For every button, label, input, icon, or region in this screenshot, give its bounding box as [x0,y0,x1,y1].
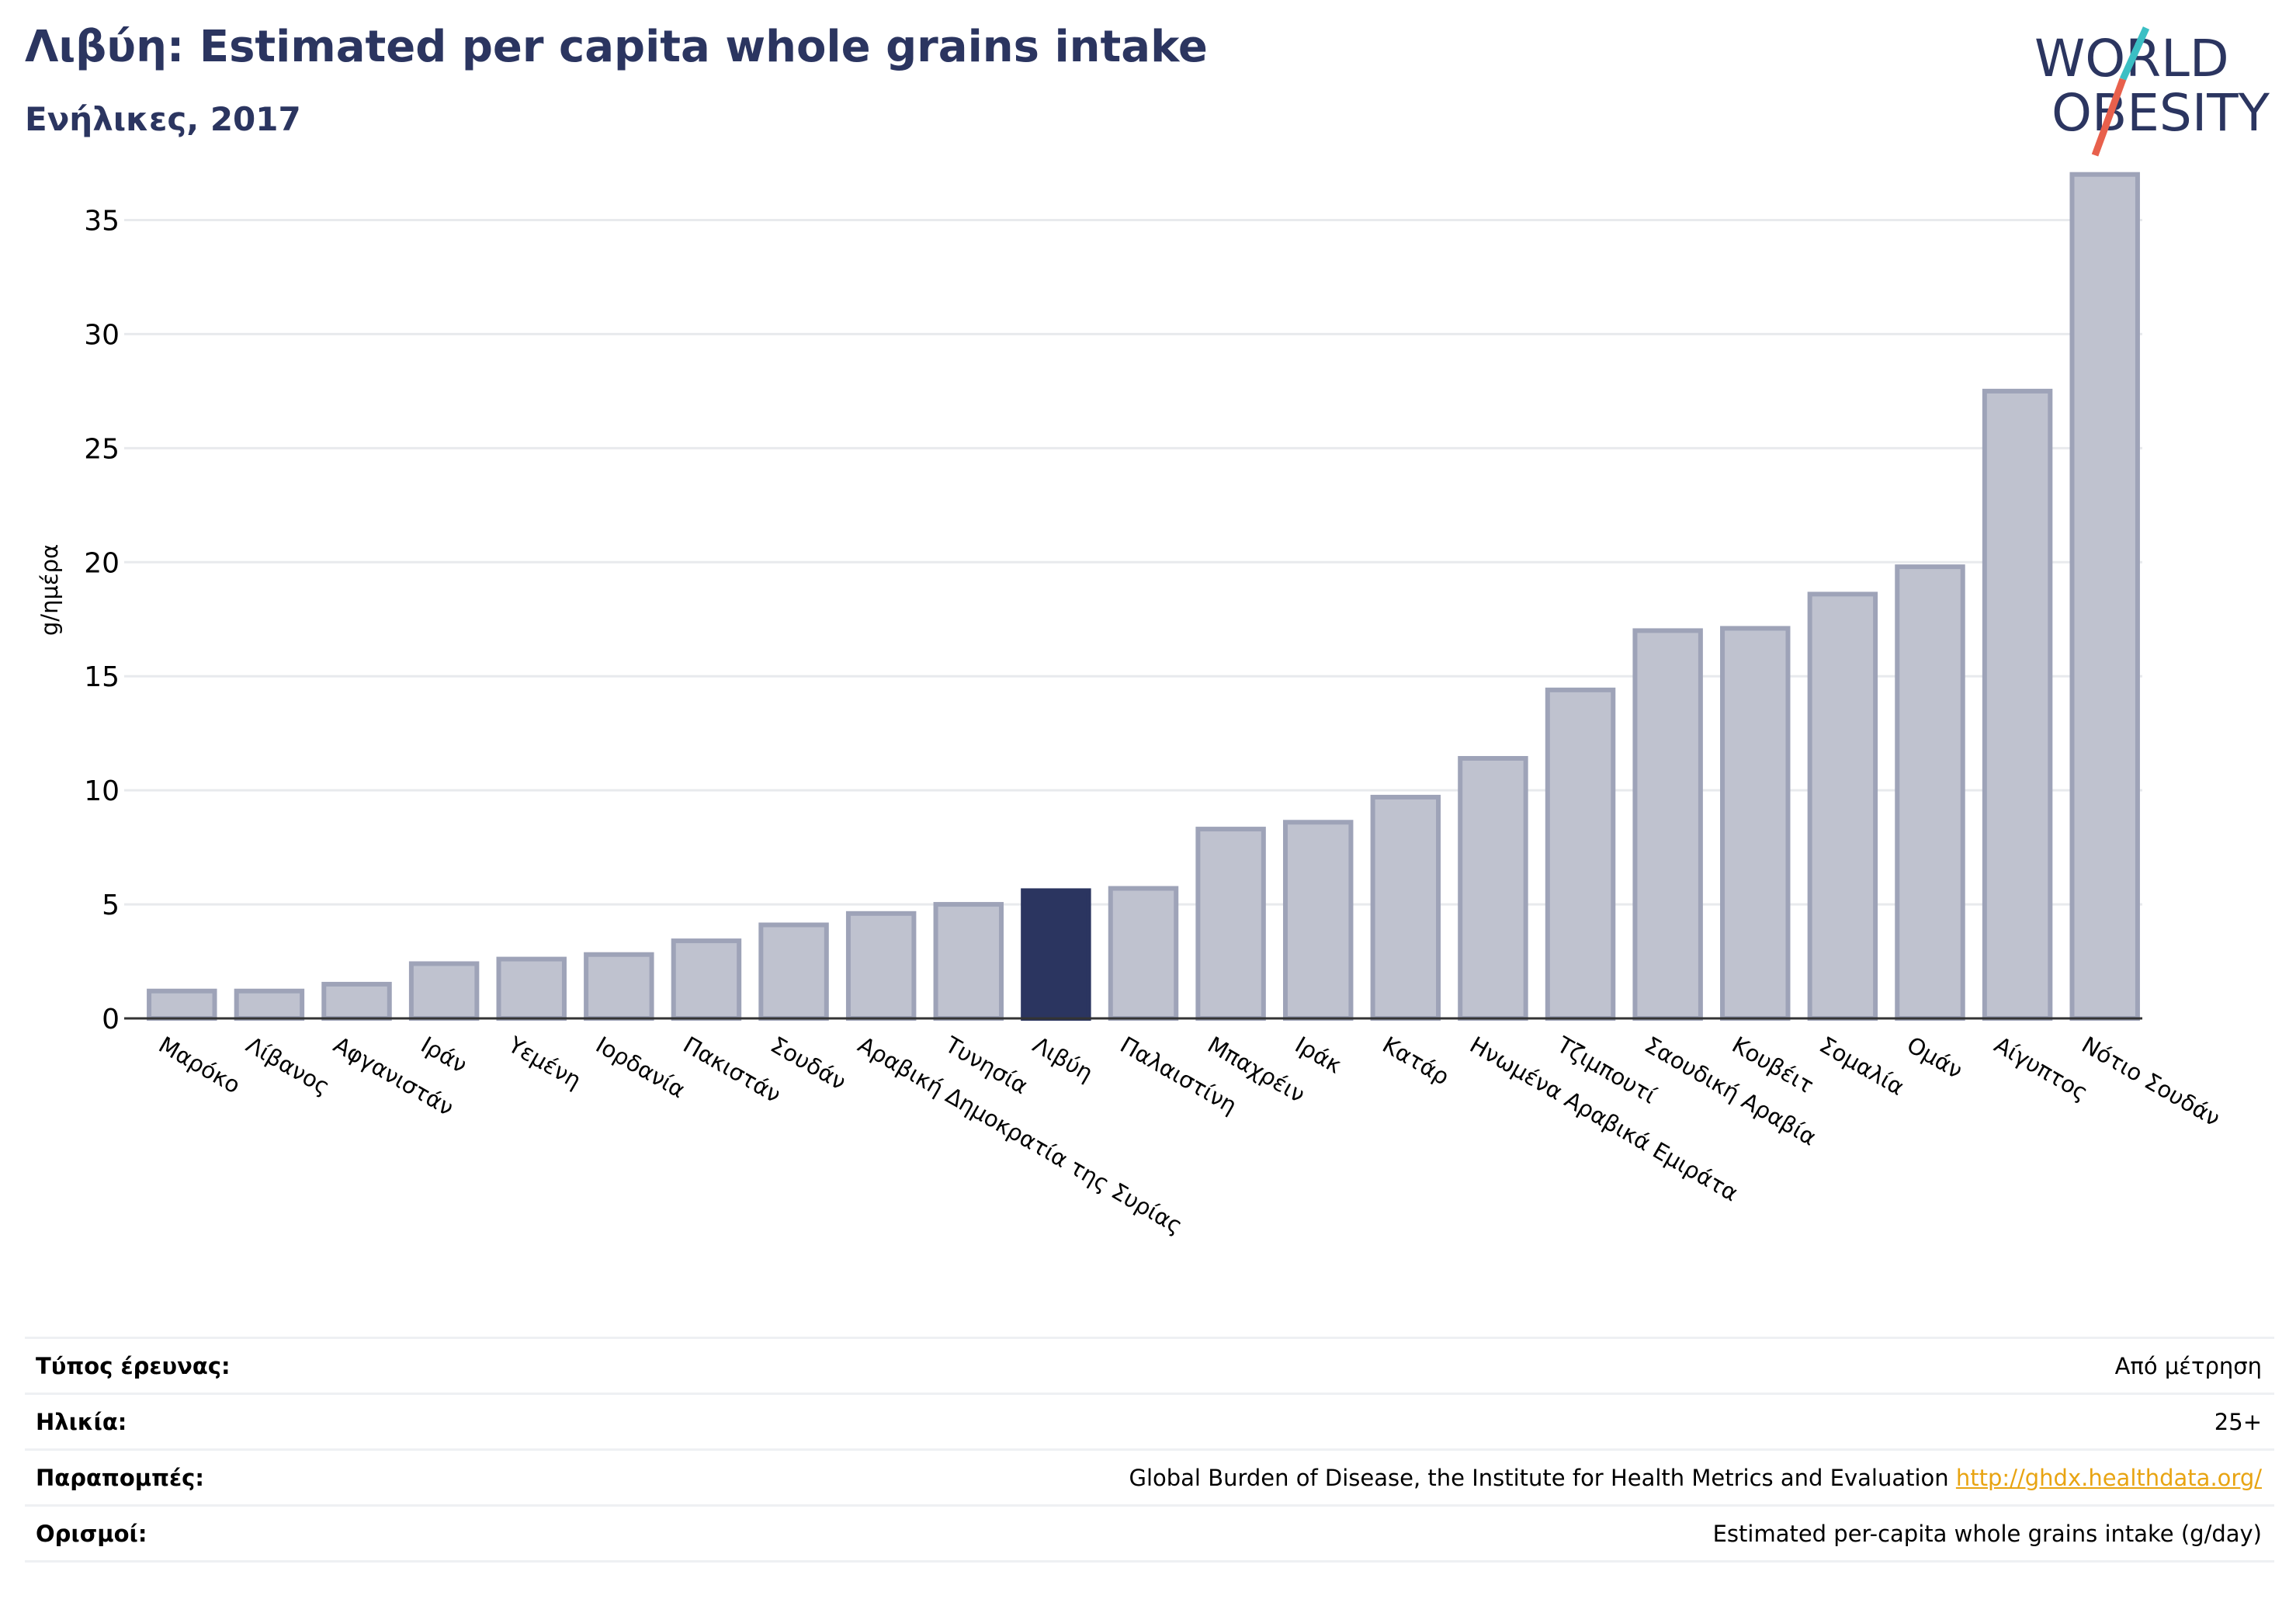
bar [671,938,742,1021]
info-value: Από μέτρηση [2114,1352,2262,1379]
y-tick-label: 25 [84,433,120,465]
bar [1895,564,1965,1021]
y-tick-label: 30 [84,319,120,351]
logo-slash-teal [2119,26,2150,81]
x-category-label: Σομαλία [1815,1032,1909,1101]
x-category-label: Κατάρ [1378,1032,1454,1091]
y-tick-label: 20 [84,547,120,579]
info-key: Τύπος έρευνας: [36,1352,231,1379]
bar [1195,827,1266,1021]
bar [2069,172,2140,1021]
bar [1982,388,2053,1021]
bar [1458,755,1528,1021]
info-value: Estimated per-capita whole grains intake… [1712,1520,2262,1547]
bar [1632,628,1703,1021]
info-row-definitions: Ορισμοί: Estimated per-capita whole grai… [25,1507,2274,1563]
x-category-label: Ιράν [417,1032,472,1079]
chart-subtitle: Ενήλικες, 2017 [25,100,301,138]
x-category-label: Πακιστάν [678,1032,785,1108]
x-category-label: Υεμένη [503,1031,585,1094]
bars [147,172,2140,1021]
info-row-survey-type: Τύπος έρευνας: Από μέτρηση [25,1339,2274,1395]
info-key: Παραπομπές: [36,1464,204,1491]
bar [1108,886,1179,1021]
x-category-label: Ιράκ [1291,1032,1347,1079]
logo-slash-red [2091,78,2127,157]
bar [584,952,654,1021]
logo-text-obesity: OBESITY [2051,83,2270,143]
y-tick-label: 15 [84,661,120,693]
bar [321,981,392,1021]
info-row-references: Παραπομπές: Global Burden of Disease, th… [25,1451,2274,1507]
x-category-label: Αίγυπτος [1990,1032,2093,1106]
x-category-label: Λίβανος [241,1032,334,1101]
x-category-label: Ομάν [1902,1032,1967,1084]
bar [147,988,217,1021]
bar [758,922,829,1021]
info-row-age: Ηλικία: 25+ [25,1395,2274,1451]
bar-highlighted [1021,888,1091,1021]
reference-link[interactable]: http://ghdx.healthdata.org/ [1955,1464,2262,1491]
world-obesity-logo: WORLD OBESITY [2034,26,2270,157]
y-tick-label: 0 [102,1004,120,1035]
grid-lines [124,218,2142,906]
bar [234,988,305,1021]
bar [1545,687,1616,1021]
y-tick-labels: 0 5 10 15 20 25 30 35 [84,205,120,1035]
header: Λιβύη: Estimated per capita whole grains… [25,22,1208,138]
y-tick-label: 5 [102,890,120,921]
reference-text: Global Burden of Disease, the Institute … [1129,1464,1949,1491]
y-axis-label: g/ημέρα [36,544,63,636]
x-category-label: Λιβύη [1028,1032,1098,1087]
x-category-label: Μαρόκο [154,1032,245,1099]
chart-title: Λιβύη: Estimated per capita whole grains… [25,22,1208,72]
info-key: Ηλικία: [36,1408,127,1435]
bar [845,910,917,1021]
y-tick-label: 35 [84,205,120,237]
bar [1720,626,1791,1021]
bar [1807,591,1878,1021]
y-tick-label: 10 [84,775,120,807]
x-category-label: Νότιο Σουδάν [2077,1032,2225,1132]
bar [933,902,1004,1021]
bar [408,961,480,1021]
info-value-references: Global Burden of Disease, the Institute … [1129,1465,2262,1491]
info-value: 25+ [2214,1408,2262,1435]
info-table: Τύπος έρευνας: Από μέτρηση Ηλικία: 25+ Π… [25,1337,2274,1563]
bar [1282,820,1354,1021]
bar [496,956,567,1021]
info-key: Ορισμοί: [36,1520,147,1547]
x-category-label: Ιορδανία [591,1032,690,1104]
bar [1370,794,1441,1021]
